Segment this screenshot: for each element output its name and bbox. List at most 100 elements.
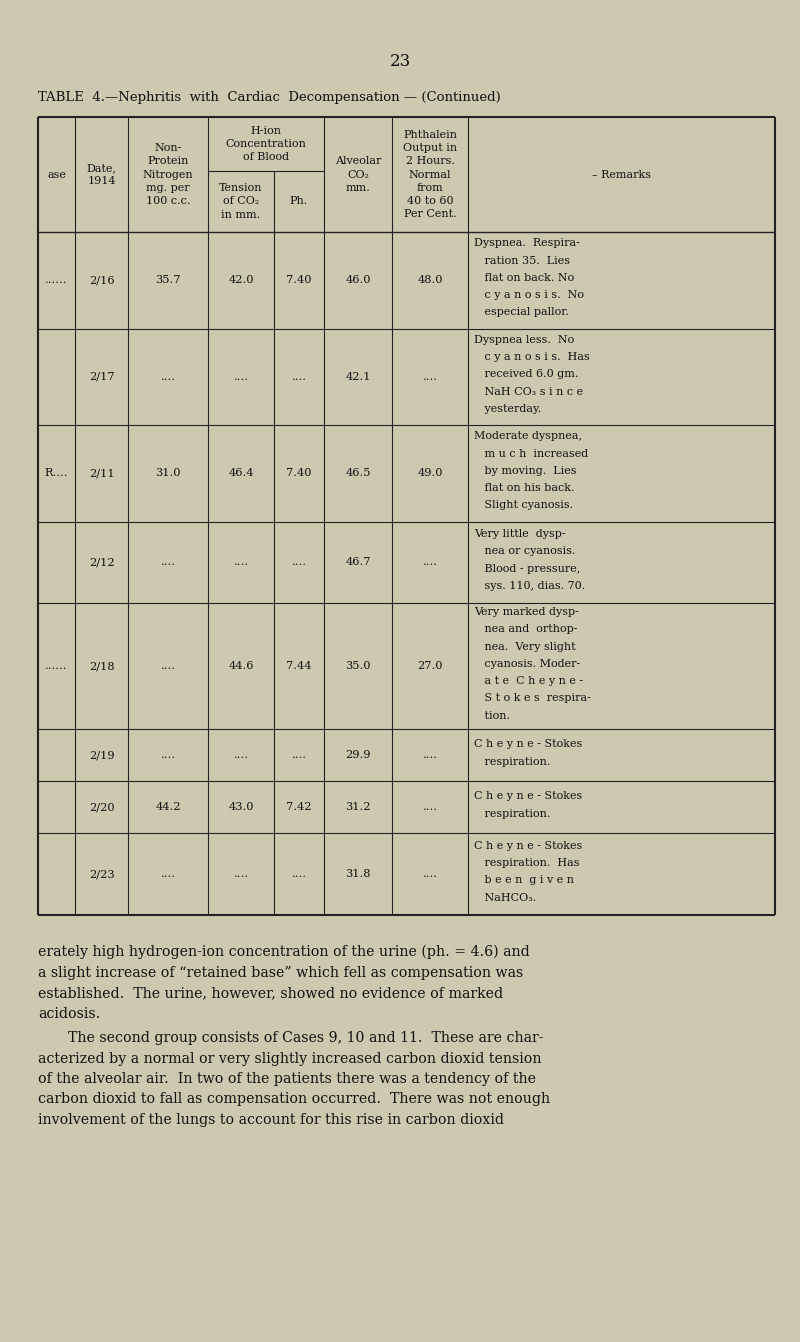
Text: acterized by a normal or very slightly increased carbon dioxid tension: acterized by a normal or very slightly i…: [38, 1052, 542, 1066]
Text: TABLE  4.—Nephritis  with  Cardiac  Decompensation — (Continued): TABLE 4.—Nephritis with Cardiac Decompen…: [38, 91, 501, 105]
Text: involvement of the lungs to account for this rise in carbon dioxid: involvement of the lungs to account for …: [38, 1113, 504, 1127]
Text: ....: ....: [161, 557, 175, 568]
Text: ....: ....: [161, 662, 175, 671]
Text: 42.0: 42.0: [228, 275, 254, 286]
Text: 44.2: 44.2: [155, 803, 181, 812]
Text: ....: ....: [291, 870, 306, 879]
Text: ....: ....: [234, 870, 249, 879]
Text: The second group consists of Cases 9, 10 and 11.  These are char-: The second group consists of Cases 9, 10…: [68, 1031, 543, 1045]
Text: 31.2: 31.2: [346, 803, 370, 812]
Text: a t e  C h e y n e -: a t e C h e y n e -: [474, 676, 583, 686]
Text: nea and  orthop-: nea and orthop-: [474, 624, 578, 635]
Text: carbon dioxid to fall as compensation occurred.  There was not enough: carbon dioxid to fall as compensation oc…: [38, 1092, 550, 1107]
Text: flat on his back.: flat on his back.: [474, 483, 574, 493]
Text: ....: ....: [291, 557, 306, 568]
Text: ....: ....: [422, 750, 438, 761]
Text: Non-
Protein
Nitrogen
mg. per
100 c.c.: Non- Protein Nitrogen mg. per 100 c.c.: [142, 144, 194, 205]
Text: R....: R....: [45, 468, 68, 478]
Text: ....: ....: [161, 750, 175, 761]
Text: especial pallor.: especial pallor.: [474, 307, 569, 317]
Text: – Remarks: – Remarks: [592, 169, 651, 180]
Text: 35.0: 35.0: [346, 662, 370, 671]
Text: 31.0: 31.0: [155, 468, 181, 478]
Text: nea or cyanosis.: nea or cyanosis.: [474, 546, 575, 557]
Text: acidosis.: acidosis.: [38, 1006, 100, 1020]
Text: 7.40: 7.40: [286, 275, 312, 286]
Text: 42.1: 42.1: [346, 372, 370, 381]
Text: 35.7: 35.7: [155, 275, 181, 286]
Text: Dyspnea.  Respira-: Dyspnea. Respira-: [474, 239, 580, 248]
Text: 46.5: 46.5: [346, 468, 370, 478]
Text: ....: ....: [422, 557, 438, 568]
Text: 46.4: 46.4: [228, 468, 254, 478]
Text: 23: 23: [390, 54, 410, 71]
Text: ase: ase: [47, 169, 66, 180]
Text: 2/23: 2/23: [89, 870, 114, 879]
Text: Phthalein
Output in
2 Hours.
Normal
from
40 to 60
Per Cent.: Phthalein Output in 2 Hours. Normal from…: [403, 130, 457, 219]
Text: ....: ....: [291, 750, 306, 761]
Text: flat on back. No: flat on back. No: [474, 272, 574, 283]
Text: ....: ....: [422, 870, 438, 879]
Text: ....: ....: [234, 750, 249, 761]
Text: of the alveolar air.  In two of the patients there was a tendency of the: of the alveolar air. In two of the patie…: [38, 1072, 536, 1086]
Text: ....: ....: [422, 803, 438, 812]
Text: H-ion
Concentration
of Blood: H-ion Concentration of Blood: [226, 126, 306, 162]
Text: ......: ......: [46, 662, 68, 671]
Text: ....: ....: [291, 372, 306, 381]
Text: C h e y n e - Stokes: C h e y n e - Stokes: [474, 792, 582, 801]
Text: 27.0: 27.0: [418, 662, 442, 671]
Text: established.  The urine, however, showed no evidence of marked: established. The urine, however, showed …: [38, 986, 503, 1000]
Text: 31.8: 31.8: [346, 870, 370, 879]
Text: 49.0: 49.0: [418, 468, 442, 478]
Text: erately high hydrogen-ion concentration of the urine (ph. = 4.6) and: erately high hydrogen-ion concentration …: [38, 945, 530, 960]
Text: Moderate dyspnea,: Moderate dyspnea,: [474, 431, 582, 442]
Text: c y a n o s i s.  No: c y a n o s i s. No: [474, 290, 584, 301]
Text: yesterday.: yesterday.: [474, 404, 542, 413]
Text: 2/12: 2/12: [89, 557, 114, 568]
Text: cyanosis. Moder-: cyanosis. Moder-: [474, 659, 580, 668]
Text: ....: ....: [422, 372, 438, 381]
Text: 2/20: 2/20: [89, 803, 114, 812]
Text: NaH CO₃ s i n c e: NaH CO₃ s i n c e: [474, 386, 583, 397]
Text: ration 35.  Lies: ration 35. Lies: [474, 255, 570, 266]
Text: b e e n  g i v e n: b e e n g i v e n: [474, 875, 574, 886]
Text: c y a n o s i s.  Has: c y a n o s i s. Has: [474, 352, 590, 362]
Text: 44.6: 44.6: [228, 662, 254, 671]
Text: respiration.  Has: respiration. Has: [474, 858, 579, 868]
Text: ....: ....: [161, 372, 175, 381]
Text: 2/18: 2/18: [89, 662, 114, 671]
Text: 2/11: 2/11: [89, 468, 114, 478]
Text: Slight cyanosis.: Slight cyanosis.: [474, 501, 573, 510]
Text: m u c h  increased: m u c h increased: [474, 448, 588, 459]
Text: 46.0: 46.0: [346, 275, 370, 286]
Text: sys. 110, dias. 70.: sys. 110, dias. 70.: [474, 581, 586, 590]
Text: 48.0: 48.0: [418, 275, 442, 286]
Text: S t o k e s  respira-: S t o k e s respira-: [474, 694, 591, 703]
Text: Alveolar
CO₂
mm.: Alveolar CO₂ mm.: [335, 156, 381, 193]
Text: by moving.  Lies: by moving. Lies: [474, 466, 577, 476]
Text: Very little  dysp-: Very little dysp-: [474, 529, 566, 539]
Text: received 6.0 gm.: received 6.0 gm.: [474, 369, 578, 380]
Text: ....: ....: [234, 557, 249, 568]
Text: a slight increase of “retained base” which fell as compensation was: a slight increase of “retained base” whi…: [38, 965, 523, 980]
Text: 2/16: 2/16: [89, 275, 114, 286]
Text: ....: ....: [161, 870, 175, 879]
Text: Tension
of CO₂
in mm.: Tension of CO₂ in mm.: [219, 184, 262, 220]
Text: Blood - pressure,: Blood - pressure,: [474, 564, 580, 573]
Text: respiration.: respiration.: [474, 809, 550, 819]
Text: 2/19: 2/19: [89, 750, 114, 761]
Text: tion.: tion.: [474, 711, 510, 721]
Text: ....: ....: [234, 372, 249, 381]
Text: 7.44: 7.44: [286, 662, 312, 671]
Text: Very marked dysp-: Very marked dysp-: [474, 607, 579, 617]
Text: NaHCO₃.: NaHCO₃.: [474, 892, 536, 903]
Text: nea.  Very slight: nea. Very slight: [474, 641, 576, 652]
Text: 2/17: 2/17: [89, 372, 114, 381]
Text: C h e y n e - Stokes: C h e y n e - Stokes: [474, 739, 582, 749]
Text: ......: ......: [46, 275, 68, 286]
Text: 29.9: 29.9: [346, 750, 370, 761]
Text: Dyspnea less.  No: Dyspnea less. No: [474, 336, 574, 345]
Text: 43.0: 43.0: [228, 803, 254, 812]
Text: 46.7: 46.7: [346, 557, 370, 568]
Text: C h e y n e - Stokes: C h e y n e - Stokes: [474, 841, 582, 851]
